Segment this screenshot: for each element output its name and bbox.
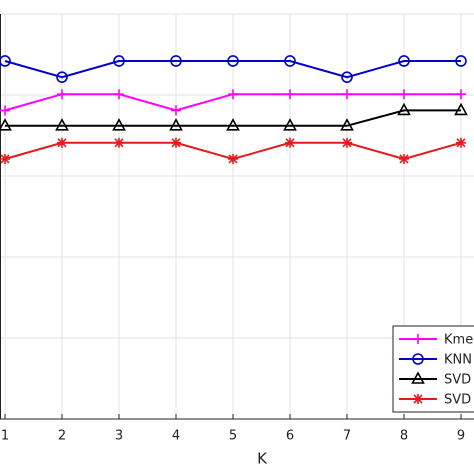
x-axis-label: K: [257, 450, 268, 468]
point: [455, 55, 467, 67]
marker-star: [456, 137, 466, 148]
x-tick-label: 4: [172, 429, 180, 444]
point: [0, 105, 10, 116]
series-line: [4, 59, 461, 79]
point: [340, 118, 354, 131]
marker-triangle: [169, 118, 183, 131]
point: [228, 153, 238, 164]
marker-triangle: [0, 118, 12, 131]
marker-triangle: [55, 118, 69, 131]
marker-circle: [227, 55, 239, 67]
marker-triangle: [226, 118, 240, 131]
x-tick-label: 2: [58, 429, 66, 444]
point: [226, 118, 240, 131]
x-tick-label: 6: [286, 429, 294, 444]
marker-circle: [170, 55, 182, 67]
point: [227, 55, 239, 67]
marker-star: [57, 137, 67, 148]
point: [56, 71, 68, 83]
point: [411, 371, 425, 384]
marker-plus: [342, 89, 352, 100]
legend-box: [392, 325, 474, 413]
point: [342, 137, 352, 148]
marker-circle: [455, 55, 467, 67]
marker-plus: [413, 334, 423, 344]
x-tick-label: 1: [1, 429, 9, 444]
marker-circle: [0, 55, 11, 67]
legend-label: SVD: [444, 373, 471, 388]
marker-plus: [399, 89, 409, 100]
legend-label: SVD: [444, 393, 471, 408]
marker-triangle: [397, 102, 411, 116]
point: [57, 137, 67, 148]
point: [114, 89, 124, 100]
marker-plus: [456, 89, 466, 100]
point: [0, 55, 11, 67]
point: [412, 353, 424, 365]
point: [113, 55, 125, 67]
point: [398, 55, 410, 67]
series-line: [5, 109, 461, 127]
x-tick-label: 3: [115, 429, 123, 444]
marker-star: [0, 153, 10, 164]
marker-triangle: [340, 118, 354, 131]
point: [456, 137, 466, 148]
point: [456, 89, 466, 100]
marker-star: [399, 153, 409, 164]
x-tick-label: 8: [400, 429, 408, 444]
point: [170, 55, 182, 67]
marker-star: [413, 394, 423, 404]
point: [114, 137, 124, 148]
point: [228, 89, 238, 100]
legend-label: KNN: [444, 353, 472, 368]
point: [341, 71, 353, 83]
point: [413, 334, 423, 344]
point: [285, 137, 295, 148]
marker-star: [171, 137, 181, 148]
marker-circle: [412, 353, 424, 365]
x-tick-label: 9: [457, 429, 465, 444]
marker-plus: [114, 89, 124, 100]
marker-plus: [57, 89, 67, 100]
marker-star: [114, 137, 124, 148]
point: [399, 153, 409, 164]
marker-star: [228, 153, 238, 164]
marker-plus: [171, 105, 181, 116]
point: [399, 89, 409, 100]
x-tick-label: 5: [229, 429, 237, 444]
marker-circle: [113, 55, 125, 67]
point: [284, 55, 296, 67]
marker-star: [285, 137, 295, 148]
marker-plus: [0, 105, 10, 116]
point: [283, 118, 297, 131]
marker-circle: [284, 55, 296, 67]
point: [171, 137, 181, 148]
marker-circle: [56, 71, 68, 83]
point: [55, 118, 69, 131]
point: [397, 102, 411, 116]
point: [454, 102, 468, 116]
marker-plus: [285, 89, 295, 100]
marker-star: [342, 137, 352, 148]
point: [171, 105, 181, 116]
point: [0, 118, 12, 131]
point: [413, 394, 423, 404]
legend-label: Kme: [444, 333, 473, 348]
point: [57, 89, 67, 100]
point: [285, 89, 295, 100]
marker-circle: [341, 71, 353, 83]
marker-triangle: [112, 118, 126, 131]
point: [169, 118, 183, 131]
marker-triangle: [411, 371, 425, 384]
point: [112, 118, 126, 131]
marker-plus: [228, 89, 238, 100]
point: [342, 89, 352, 100]
marker-triangle: [454, 102, 468, 116]
marker-circle: [398, 55, 410, 67]
point: [0, 153, 10, 164]
x-tick-label: 7: [343, 429, 351, 444]
marker-triangle: [283, 118, 297, 131]
